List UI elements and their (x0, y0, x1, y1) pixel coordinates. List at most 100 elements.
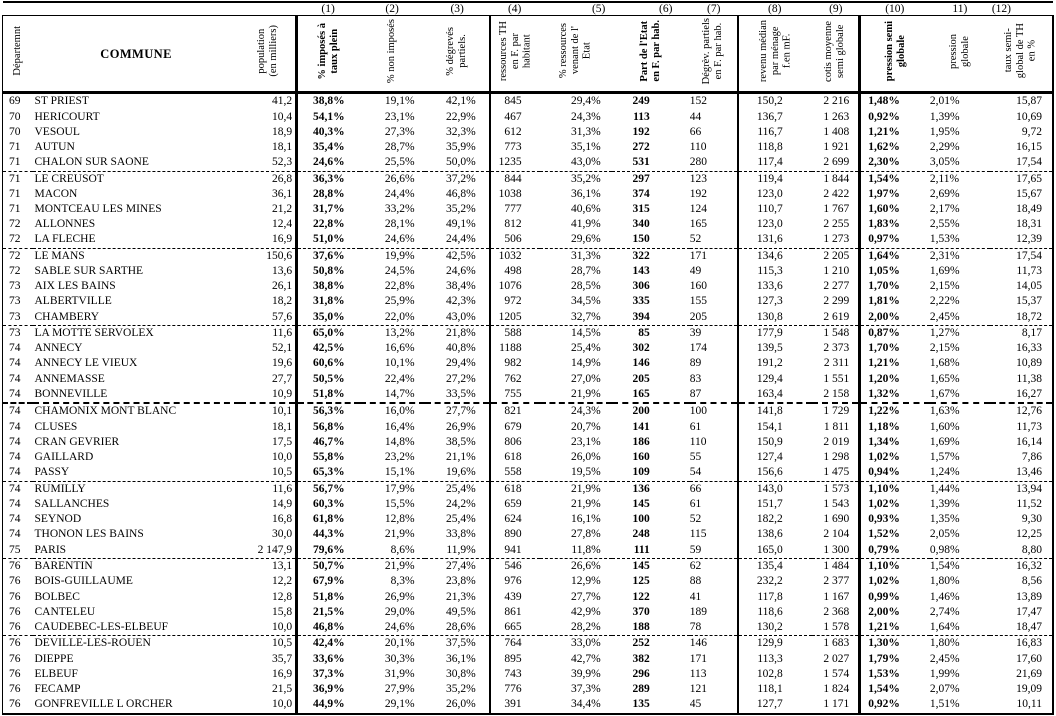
cell-commune: MONTCEAU LES MINES (34, 202, 162, 215)
cell-col8: 110,7 (736, 202, 812, 218)
cell-col4: 1076 (488, 279, 540, 295)
cell-col2: 16,4% (384, 420, 415, 433)
cell-departement: 74 (2, 341, 33, 357)
cell-col8: 139,5 (736, 341, 812, 357)
cell-col7: 89 (689, 357, 702, 370)
cell-col4: 895 (488, 651, 540, 667)
table-row: 74 SALLANCHES 14,9 60,3% 15,5% 24,2% 659 21,9% 1… (2, 497, 1055, 513)
cell-population: 14,9 (271, 498, 293, 511)
cell-col1: 60,3% (295, 497, 360, 513)
cell-col4: 844 (488, 171, 540, 187)
cell-population: 35,7 (271, 652, 293, 665)
cell-commune: FECAMP (34, 682, 81, 695)
cell-population: 150,6 (266, 249, 293, 262)
cell-col10: 0,92% (858, 697, 930, 715)
cell-col1: 61,8% (295, 512, 360, 528)
cell-col8: 117,8 (736, 589, 812, 605)
cell-col10: 1,70% (858, 279, 930, 295)
cell-col1: 79,6% (295, 542, 360, 560)
cell-population: 18,1 (271, 420, 293, 433)
cell-col1: 37,6% (295, 248, 360, 265)
table-row: 74 GAILLARD 10,0 55,8% 23,2% 21,1% 618 26,0% 160… (2, 450, 1055, 466)
cell-col3: 49,5% (445, 605, 476, 618)
table-row: 73 CHAMBERY 57,6 35,0% 22,0% 43,0% 1205 32,7% 39… (2, 309, 1055, 327)
cell-col5: 11,8% (539, 542, 612, 560)
cell-col3: 32,3% (445, 125, 476, 138)
cell-col10: 0,79% (858, 542, 930, 560)
cell-col9: 1 484 (823, 560, 850, 573)
cell-population: 11,6 (272, 482, 293, 495)
cell-col7: 160 (689, 280, 707, 293)
column-number-2: (2) (359, 1, 425, 16)
cell-col12: 21,69 (989, 666, 1055, 683)
cell-population: 10,9 (239, 386, 297, 405)
column-header-population-label: population (en milliers) (255, 25, 279, 77)
table-row: 74 SEYNOD 16,8 61,8% 12,8% 25,4% 624 16,1% 100 52… (2, 512, 1055, 528)
table-row: 76 FECAMP 21,5 36,9% 27,9% 35,2% 776 37,3% 289 12… (2, 682, 1055, 698)
cell-col6: 531 (611, 155, 690, 172)
cell-col7: 189 (689, 605, 707, 618)
cell-col1: 22,8% (295, 217, 360, 233)
cell-col5: 28,7% (570, 265, 601, 278)
cell-col4: 806 (488, 435, 540, 451)
cell-col4: 976 (488, 574, 540, 590)
cell-col7: 171 (689, 249, 707, 262)
cell-col9: 1 690 (823, 513, 850, 526)
cell-col10: 1,52% (858, 527, 930, 543)
cell-col6: 322 (632, 249, 650, 262)
cell-commune: AUTUN (34, 140, 75, 153)
cell-col9: 1 171 (811, 697, 860, 715)
cell-population: 30,0 (271, 528, 293, 541)
cell-departement: 71 (2, 171, 33, 187)
cell-col11: 2,01% (929, 95, 960, 108)
cell-col7: 55 (689, 451, 702, 464)
cell-col6: 135 (611, 697, 690, 715)
cell-departement: 71 (2, 186, 33, 203)
cell-col7: 59 (689, 542, 738, 560)
cell-col12: 11,38 (989, 371, 1055, 387)
cell-col11: 1,27% (929, 327, 960, 339)
cell-col3: 21,1% (445, 451, 476, 464)
cell-population: 36,1 (271, 187, 293, 200)
cell-col3: 21,8% (445, 327, 476, 339)
column-header-ressources-th: ressources TH en F. par habitant (488, 15, 540, 94)
column-header-11-label: pression globale (948, 33, 971, 69)
column-header-part-etat: Part de l'Etat en F. par hab. (611, 15, 690, 94)
cell-col9: 1 844 (823, 172, 850, 185)
table-row: 74 ANNECY 52,1 42,5% 16,6% 40,8% 1188 25,4% 302 1… (2, 341, 1055, 357)
cell-col12: 12,25 (989, 527, 1055, 543)
cell-col1: 31,7% (295, 202, 360, 218)
cell-col2: 13,2% (384, 327, 415, 339)
cell-population: 10,5 (239, 465, 297, 482)
cell-col3: 19,6% (424, 465, 490, 482)
cell-commune: ANNECY LE VIEUX (34, 357, 138, 370)
cell-col5: 29,6% (539, 232, 612, 249)
cell-col7: 54 (689, 465, 738, 482)
column-header-1-label: % imposés à taux plein (317, 22, 340, 80)
table-row: 74 THONON LES BAINS 30,0 44,3% 21,9% 33,8% 890… (2, 527, 1055, 543)
cell-col11: 2,69% (929, 187, 960, 200)
column-header-commune-label: COMMUNE (100, 46, 172, 61)
cell-col9: 2 277 (823, 280, 850, 293)
cell-col8: 102,8 (736, 666, 812, 683)
cell-departement: 71 (2, 140, 33, 156)
column-numbers-corner (2, 1, 297, 16)
cell-col3: 35,9% (445, 140, 476, 153)
cell-col11: 2,55% (929, 218, 960, 231)
cell-col7: 155 (689, 295, 707, 308)
table-row: 76 ELBEUF 16,9 37,3% 31,9% 30,8% 743 39,9% 296 11… (2, 666, 1055, 683)
cell-col10: 0,99% (858, 589, 930, 605)
cell-commune: PARIS (32, 542, 240, 560)
cell-col11: 2,07% (929, 682, 960, 695)
cell-col3: 42,5% (445, 249, 476, 262)
cell-col6: 335 (632, 295, 650, 308)
cell-col11: 1,69% (929, 265, 960, 278)
cell-col5: 34,5% (570, 295, 601, 308)
cell-col2: 26,9% (384, 590, 415, 603)
cell-col8: 127,7 (736, 697, 812, 715)
cell-col11: 1,99% (929, 667, 960, 680)
cell-col6: 296 (632, 667, 650, 680)
cell-population: 41,2 (271, 95, 293, 108)
cell-col5: 24,3% (570, 405, 601, 418)
cell-commune: BONNEVILLE (32, 386, 240, 405)
